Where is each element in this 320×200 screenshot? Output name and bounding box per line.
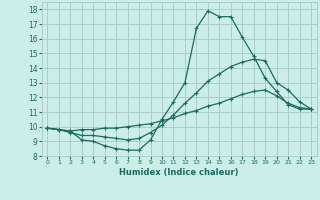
- X-axis label: Humidex (Indice chaleur): Humidex (Indice chaleur): [119, 168, 239, 177]
